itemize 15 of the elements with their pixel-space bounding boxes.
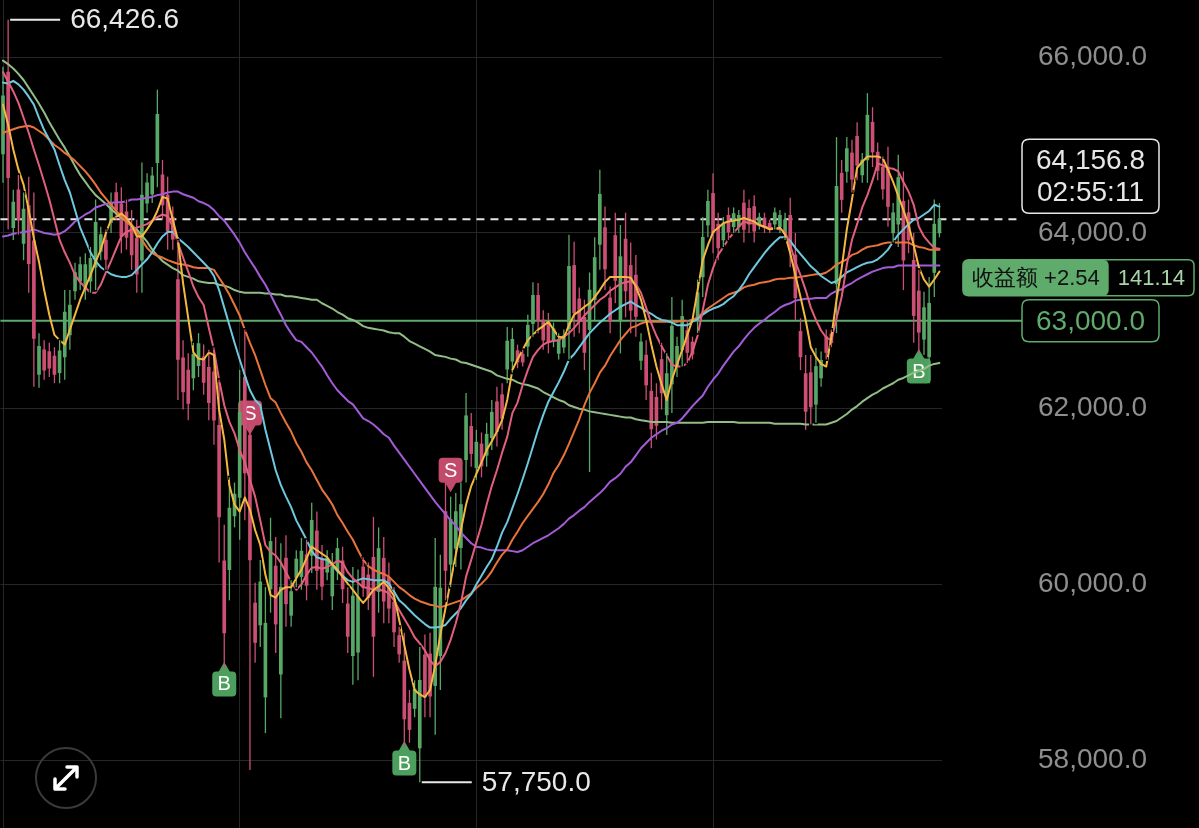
text: 02:55:11 [1037, 175, 1144, 207]
y-tick-label: 60,000.0 [1038, 567, 1147, 599]
annotation: 66,426.6 [70, 3, 180, 35]
ref-line-label: 64,156.8 [1036, 143, 1145, 175]
data-label: S [443, 458, 458, 481]
data-label: B [397, 751, 411, 774]
text: 141.14 [1117, 264, 1186, 290]
y-tick-label: 58,000.0 [1038, 743, 1147, 775]
data-label: B [217, 672, 231, 695]
annotation: 57,750.0 [481, 766, 591, 798]
text: 收益额 +2.54 [971, 264, 1100, 290]
y-tick-label: 64,000.0 [1038, 215, 1147, 247]
y-tick-label: 66,000.0 [1038, 39, 1147, 71]
y-tick-label: 62,000.0 [1038, 391, 1147, 423]
ref-line-label: 63,000.0 [1036, 304, 1145, 336]
